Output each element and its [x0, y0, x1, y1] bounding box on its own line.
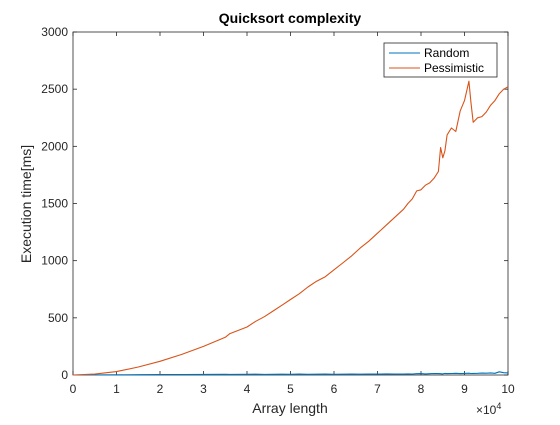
y-axis-title: Execution time[ms] — [18, 145, 34, 263]
y-tick-label: 2000 — [41, 139, 68, 153]
x-tick-label: 7 — [374, 382, 381, 396]
x-axis-exponent-power: 4 — [496, 401, 501, 411]
y-tick-label: 3000 — [41, 25, 68, 39]
x-tick-label: 6 — [331, 382, 338, 396]
y-tick-label: 1500 — [41, 197, 68, 211]
chart-title: Quicksort complexity — [219, 10, 362, 26]
x-tick-label: 10 — [501, 382, 515, 396]
y-tick-label: 2500 — [41, 82, 68, 96]
x-axis-exponent: ×104 — [476, 401, 501, 417]
plot-axes: 0 1 2 3 4 5 6 7 8 9 10 0 500 1000 1500 2000 2500 3000 — [41, 25, 515, 396]
series-line-random — [72, 371, 509, 376]
x-axis-title: Array length — [252, 400, 327, 416]
legend-label-random: Random — [424, 46, 469, 60]
x-axis-exponent-base: ×10 — [476, 403, 497, 417]
x-tick-label: 5 — [287, 382, 294, 396]
x-tick-label: 3 — [200, 382, 207, 396]
x-tick-label: 0 — [70, 382, 77, 396]
series-lines — [72, 80, 509, 376]
series-line-pessimistic — [72, 80, 509, 376]
x-tick-label: 1 — [113, 382, 120, 396]
x-tick-label: 2 — [157, 382, 164, 396]
y-tick-label: 0 — [61, 368, 68, 382]
y-tick-label: 1000 — [41, 254, 68, 268]
legend-label-pessimistic: Pessimistic — [424, 61, 484, 75]
x-tick-label: 4 — [244, 382, 251, 396]
x-tick-label: 8 — [418, 382, 425, 396]
x-tick-label: 9 — [461, 382, 468, 396]
plot-area — [72, 31, 509, 376]
legend-box — [383, 42, 498, 78]
y-tick-label: 500 — [48, 311, 68, 325]
